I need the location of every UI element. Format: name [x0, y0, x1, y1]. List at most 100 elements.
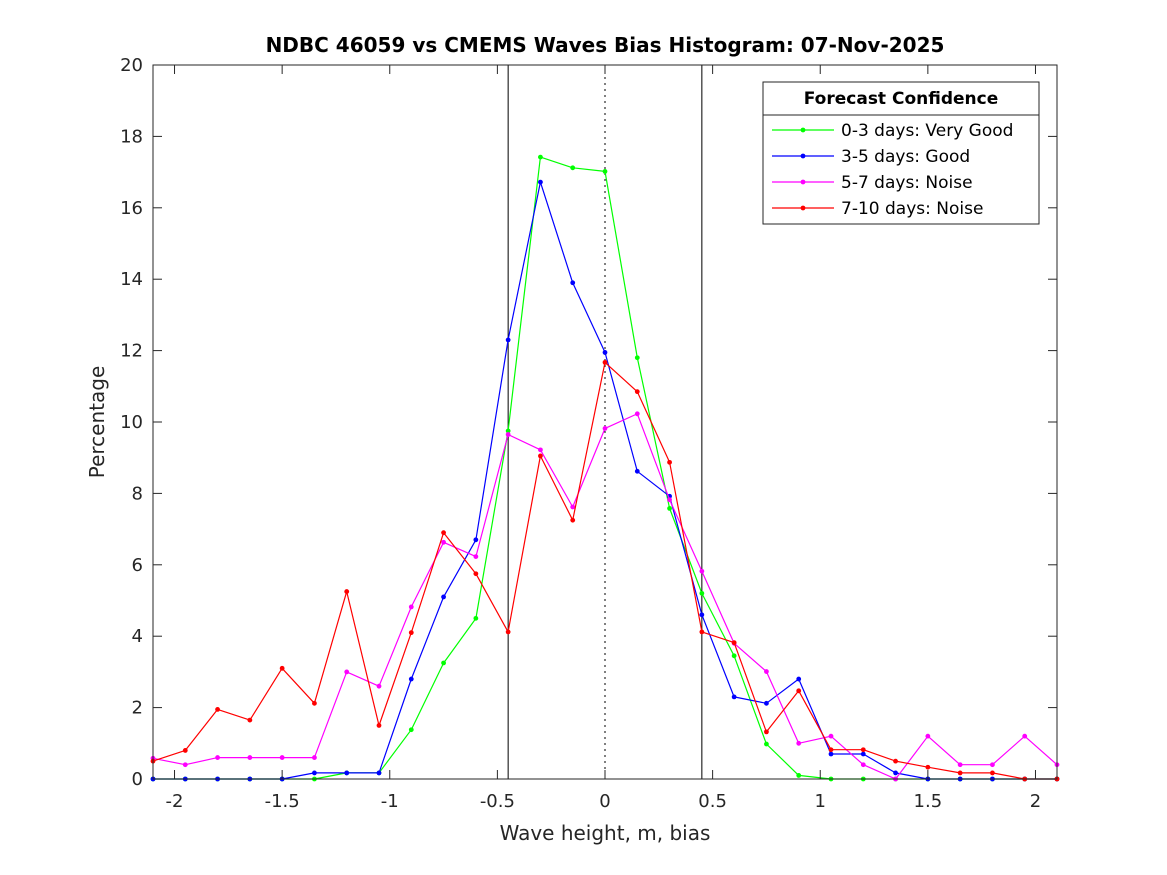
y-tick-label: 2	[132, 698, 143, 719]
chart-title: NDBC 46059 vs CMEMS Waves Bias Histogram…	[266, 33, 945, 57]
data-point	[634, 411, 640, 417]
x-tick-label: -0.5	[480, 791, 515, 812]
data-point	[634, 389, 640, 395]
data-point	[408, 676, 414, 682]
data-point	[796, 676, 802, 682]
data-point	[247, 717, 253, 723]
data-point	[473, 571, 479, 577]
x-tick-label: 1.5	[914, 791, 943, 812]
data-point	[570, 517, 576, 523]
data-point	[602, 349, 608, 355]
y-axis-label: Percentage	[85, 366, 109, 479]
data-point	[312, 700, 317, 706]
legend-label: 7-10 days: Noise	[841, 199, 983, 219]
data-point	[602, 359, 608, 365]
legend-entry-2: 5-7 days: Noise	[772, 173, 973, 193]
data-point	[828, 751, 834, 757]
data-point	[312, 755, 317, 760]
legend-entry-3: 7-10 days: Noise	[772, 199, 983, 219]
legend-swatch-marker	[800, 179, 806, 185]
x-tick-label: -1	[381, 791, 399, 812]
series-1	[150, 179, 1060, 782]
legend-label: 5-7 days: Noise	[841, 173, 973, 193]
data-point	[505, 432, 511, 437]
y-tick-label: 4	[132, 626, 143, 647]
data-point	[538, 453, 543, 459]
data-point	[247, 755, 253, 760]
data-point	[602, 168, 608, 174]
data-point	[441, 594, 446, 600]
data-point	[570, 504, 576, 510]
data-point	[731, 694, 737, 700]
data-point	[505, 337, 511, 343]
data-point	[828, 747, 834, 753]
data-point	[473, 537, 479, 543]
data-point	[634, 468, 640, 474]
data-point	[634, 355, 640, 361]
y-tick-label: 6	[132, 555, 143, 576]
data-point	[957, 770, 963, 776]
y-tick-label: 12	[120, 341, 143, 362]
legend-entry-0: 0-3 days: Very Good	[772, 121, 1013, 141]
x-tick-label: -2	[166, 791, 184, 812]
y-tick-label: 0	[132, 769, 143, 790]
data-point	[796, 688, 802, 694]
data-point	[441, 660, 446, 666]
data-point	[215, 755, 220, 760]
data-point	[764, 729, 769, 735]
data-point	[473, 554, 479, 559]
data-point	[828, 733, 834, 739]
data-point	[860, 751, 866, 757]
data-point	[699, 612, 705, 618]
data-point	[667, 505, 672, 511]
data-point	[699, 568, 705, 574]
legend-box	[762, 81, 1040, 225]
x-tick-label: -1.5	[265, 791, 300, 812]
reference-lines	[507, 65, 703, 779]
data-point	[279, 665, 285, 671]
data-point	[408, 604, 414, 610]
data-point	[344, 589, 350, 594]
data-point	[860, 747, 866, 753]
data-point	[796, 773, 802, 778]
legend-entry-1: 3-5 days: Good	[772, 147, 970, 167]
y-tick-label: 10	[120, 412, 143, 433]
data-point	[312, 770, 317, 776]
data-point	[764, 669, 769, 674]
data-point	[667, 497, 672, 503]
data-point	[344, 770, 350, 776]
y-tick-label: 20	[120, 55, 143, 76]
legend-title: Forecast Confidence	[804, 89, 999, 109]
data-point	[408, 630, 414, 636]
y-axis: 0 2 4 6 8 10 12 14 16 18 20	[120, 55, 1057, 790]
legend-label: 3-5 days: Good	[841, 147, 970, 167]
data-point	[764, 741, 769, 747]
data-point	[538, 154, 543, 160]
series-3	[150, 359, 1060, 782]
data-point	[473, 615, 479, 621]
data-point	[764, 700, 769, 706]
legend-label: 0-3 days: Very Good	[841, 121, 1013, 141]
data-point	[602, 426, 608, 431]
data-point	[796, 740, 802, 746]
data-point	[925, 733, 931, 739]
data-point	[279, 755, 285, 760]
data-point	[376, 683, 382, 689]
data-point	[505, 629, 511, 635]
y-tick-label: 16	[120, 198, 143, 219]
x-axis: -2 -1.5 -1 -0.5 0 0.5 1 1.5 2	[166, 65, 1041, 812]
legend-entries: 0-3 days: Very Good 3-5 days: Good 5-7 day…	[772, 121, 1013, 219]
x-tick-label: 1	[815, 791, 826, 812]
data-point	[990, 762, 995, 768]
data-point	[699, 590, 705, 596]
data-point	[731, 640, 737, 646]
legend-swatch-marker	[800, 127, 806, 133]
data-point	[731, 653, 737, 659]
data-point	[376, 723, 382, 728]
data-point	[376, 770, 382, 776]
data-point	[1022, 733, 1028, 739]
data-point	[893, 758, 898, 764]
x-tick-label: 0	[599, 791, 610, 812]
series-2	[150, 411, 1060, 782]
